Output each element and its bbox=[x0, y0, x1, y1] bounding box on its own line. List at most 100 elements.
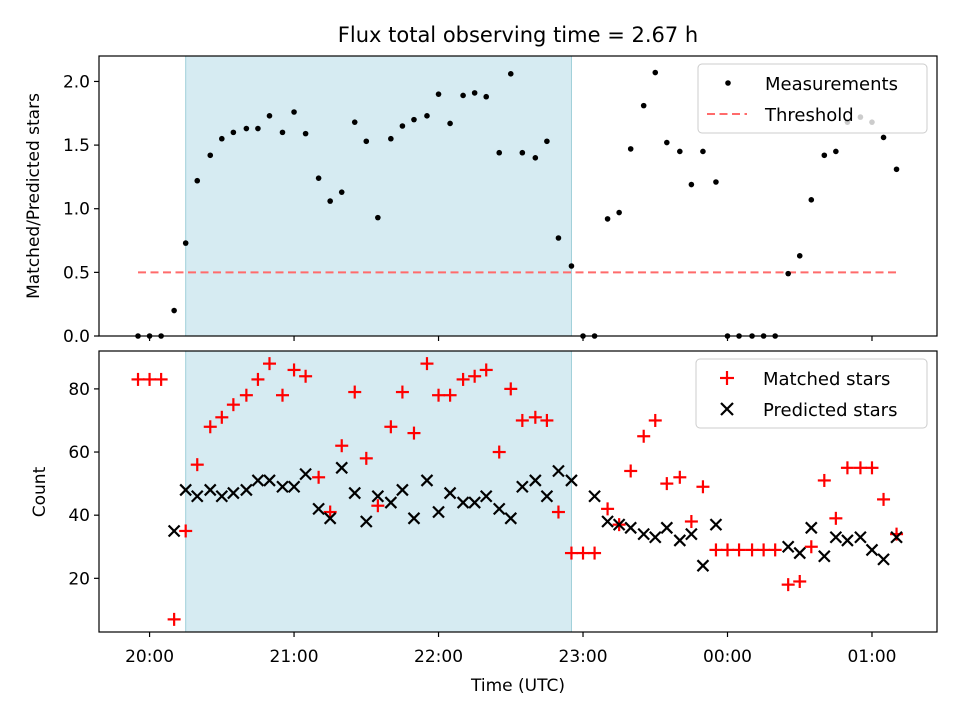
measurement-point bbox=[664, 139, 670, 146]
predicted-star-point bbox=[492, 502, 506, 516]
matched-star-point bbox=[829, 511, 843, 525]
count-y-tick-label: 40 bbox=[68, 506, 90, 526]
predicted-star-point bbox=[818, 549, 831, 563]
measurement-point bbox=[435, 91, 442, 97]
matched-star-point bbox=[757, 543, 771, 557]
count-x-ticks: 20:00 21:00 22:00 23:00 00:00 01:00 bbox=[125, 632, 896, 667]
matched-star-point bbox=[648, 413, 662, 427]
measurement-point bbox=[471, 90, 478, 96]
measurement-point bbox=[230, 129, 237, 136]
predicted-star-point bbox=[709, 518, 723, 531]
predicted-star-point bbox=[384, 496, 398, 509]
predicted-star-point bbox=[227, 486, 240, 500]
matched-star-point bbox=[432, 388, 446, 402]
x-tick-label: 21:00 bbox=[270, 647, 319, 667]
predicted-star-point bbox=[540, 489, 554, 503]
matched-star-point bbox=[323, 505, 337, 519]
matched-star-point bbox=[804, 540, 818, 554]
matched-star-point bbox=[395, 385, 409, 399]
measurement-point bbox=[507, 71, 514, 77]
predicted-star-point bbox=[179, 483, 192, 497]
x-tick-label: 01:00 bbox=[847, 647, 896, 667]
predicted-star-point bbox=[516, 480, 529, 494]
predicted-star-point bbox=[371, 489, 385, 503]
predicted-star-point bbox=[456, 496, 470, 509]
matched-star-point bbox=[190, 458, 204, 472]
ratio-y-ticks: 0.0 0.5 1.0 1.5 2.0 bbox=[63, 72, 99, 347]
ratio-legend-box bbox=[697, 63, 928, 134]
ratio-y-axis-label: Matched/Predicted stars bbox=[24, 93, 44, 299]
count-y-tick-label: 60 bbox=[68, 443, 90, 463]
predicted-star-point bbox=[829, 531, 843, 544]
matched-star-point bbox=[709, 543, 723, 557]
predicted-star-point bbox=[348, 486, 362, 500]
measurement-point bbox=[568, 263, 575, 269]
predicted-star-point bbox=[335, 461, 349, 475]
predicted-star-point bbox=[203, 483, 217, 497]
measurement-point bbox=[291, 109, 297, 115]
predicted-star-point bbox=[854, 531, 867, 544]
matched-star-point bbox=[348, 385, 362, 399]
measurement-point bbox=[519, 149, 526, 156]
predicted-star-point bbox=[890, 531, 903, 544]
matched-star-point bbox=[443, 388, 457, 402]
measurement-point bbox=[616, 209, 622, 216]
legend-measurements-label: Measurements bbox=[765, 74, 898, 95]
matched-star-point bbox=[673, 470, 687, 484]
x-tick-label: 22:00 bbox=[414, 647, 463, 667]
measurement-point bbox=[604, 216, 611, 222]
measurement-point bbox=[652, 69, 659, 76]
count-y-tick-label: 80 bbox=[68, 380, 90, 400]
matched-star-point bbox=[407, 426, 421, 440]
ratio-y-tick-label: 2.0 bbox=[63, 72, 90, 92]
measurement-point bbox=[207, 152, 214, 159]
predicted-star-point bbox=[299, 467, 312, 481]
predicted-star-point bbox=[529, 474, 542, 487]
matched-star-point bbox=[865, 461, 879, 475]
measurement-points bbox=[135, 69, 900, 339]
matched-star-point bbox=[359, 451, 373, 465]
legend-predicted-label: Predicted stars bbox=[763, 400, 897, 421]
matched-star-point bbox=[564, 546, 578, 560]
measurement-point bbox=[532, 155, 539, 161]
predicted-star-point bbox=[468, 496, 481, 509]
matched-star-point bbox=[468, 369, 482, 383]
predicted-star-point bbox=[443, 486, 457, 500]
observing-span-top bbox=[185, 55, 572, 337]
measurement-point bbox=[243, 125, 250, 132]
measurement-point bbox=[821, 152, 828, 159]
measurement-point bbox=[338, 189, 345, 195]
legend-matched-label: Matched stars bbox=[763, 369, 890, 390]
ratio-y-tick-label: 0.5 bbox=[63, 263, 90, 283]
predicted-star-point bbox=[588, 489, 601, 503]
chart-title: Flux total observing time = 2.67 h bbox=[338, 23, 698, 47]
x-tick-label: 23:00 bbox=[559, 647, 608, 667]
matched-star-point bbox=[167, 612, 181, 626]
predicted-star-points bbox=[167, 461, 903, 572]
measurement-point bbox=[424, 113, 430, 119]
observing-span-bottom bbox=[185, 350, 572, 633]
matched-star-point bbox=[877, 492, 891, 506]
x-axis-label: Time (UTC) bbox=[470, 676, 565, 696]
matched-star-point bbox=[732, 543, 746, 557]
predicted-star-point bbox=[841, 534, 854, 547]
predicted-star-point bbox=[190, 489, 204, 503]
predicted-star-point bbox=[504, 512, 518, 525]
measurement-point bbox=[255, 125, 261, 132]
measurement-point bbox=[677, 148, 683, 155]
matched-star-point bbox=[768, 543, 782, 557]
matched-star-point bbox=[576, 546, 590, 560]
matched-star-point bbox=[226, 398, 240, 412]
measurement-point bbox=[279, 129, 286, 136]
count-y-ticks: 20 40 60 80 bbox=[68, 380, 99, 589]
predicted-star-point bbox=[276, 480, 289, 494]
matched-star-point bbox=[781, 578, 795, 592]
predicted-star-point bbox=[865, 543, 879, 557]
predicted-star-point bbox=[612, 518, 626, 531]
matched-star-point bbox=[528, 410, 542, 424]
predicted-star-point bbox=[660, 521, 674, 535]
ratio-panel: 0.00.51.01.52.0 Matched/Predicted stars … bbox=[24, 55, 938, 347]
predicted-star-point bbox=[263, 474, 276, 487]
matched-star-point bbox=[817, 473, 831, 487]
